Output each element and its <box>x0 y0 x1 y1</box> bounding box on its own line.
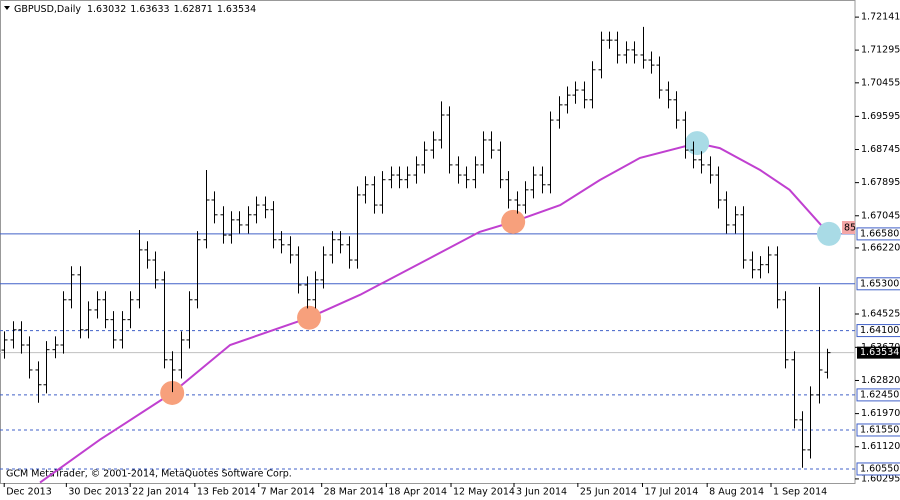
marker <box>816 221 841 246</box>
x-tick-label: 22 Jan 2014 <box>132 487 189 498</box>
x-tick-label: 17 Jul 2014 <box>645 487 699 498</box>
level-label: 1.62450 <box>860 389 899 400</box>
level-label-box <box>856 423 900 437</box>
annotation-label: 85 <box>844 223 856 234</box>
level-label: 1.60550 <box>860 463 899 474</box>
y-tick-label: 1.67045 <box>861 210 900 221</box>
y-tick-label: 1.69595 <box>861 111 900 122</box>
chart-header: GBPUSD,Daily 1.63032 1.63633 1.62871 1.63534 <box>14 4 256 15</box>
level-label-box <box>856 388 900 402</box>
marker <box>297 305 322 330</box>
header-open: 1.63032 <box>87 4 126 15</box>
level-label: 1.61550 <box>860 424 899 435</box>
marker <box>160 380 185 405</box>
current-price-box <box>857 346 900 359</box>
x-tick-label: 1 Sep 2014 <box>773 487 827 498</box>
level-label-box <box>856 227 900 241</box>
level-label-box <box>856 277 900 291</box>
marker <box>501 209 526 234</box>
footer: GCM MetaTrader, © 2001-2014, MetaQuotes … <box>6 469 292 480</box>
y-tick-label: 1.61970 <box>861 408 900 419</box>
level-label: 1.65300 <box>860 278 899 289</box>
y-tick-label: 1.67895 <box>861 177 900 188</box>
level-label: 1.66580 <box>860 228 899 239</box>
x-tick-label: 13 Feb 2014 <box>197 487 256 498</box>
header-low: 1.62871 <box>174 4 213 15</box>
y-tick-label: 1.68745 <box>861 144 900 155</box>
y-tick-label: 1.62820 <box>861 375 900 386</box>
x-tick-label: 30 Dec 2013 <box>68 487 129 498</box>
x-tick-label: 18 Apr 2014 <box>388 487 447 498</box>
level-label: 1.64100 <box>860 325 899 336</box>
x-tick-label: 28 Mar 2014 <box>324 487 384 498</box>
current-price-label: 1.63534 <box>860 347 899 358</box>
y-tick-label: 1.60295 <box>861 473 900 484</box>
x-tick-label: 12 May 2014 <box>453 487 515 498</box>
x-tick-label: 25 Jun 2014 <box>580 487 637 498</box>
y-tick-label: 1.64525 <box>861 309 900 320</box>
annotation-box <box>842 221 855 234</box>
level-label-box <box>856 324 900 338</box>
marker <box>685 131 710 156</box>
x-tick-label: Dec 2013 <box>6 487 52 498</box>
y-tick-label: 1.66220 <box>861 242 900 253</box>
header-high: 1.63633 <box>130 4 169 15</box>
chart-title: GBPUSD,Daily <box>14 4 81 15</box>
y-tick-label: 1.72141 <box>861 12 900 23</box>
x-tick-label: 7 Mar 2014 <box>261 487 315 498</box>
y-tick-label: 1.70455 <box>861 77 900 88</box>
x-tick-label: 3 Jun 2014 <box>516 487 567 498</box>
menu-icon <box>4 6 10 10</box>
header-close: 1.63534 <box>217 4 256 15</box>
y-tick-label: 1.61120 <box>861 441 900 452</box>
plot-frame <box>0 0 856 484</box>
x-tick-label: 8 Aug 2014 <box>709 487 764 498</box>
y-tick-label: 1.71295 <box>861 45 900 56</box>
level-label-box <box>856 462 900 476</box>
